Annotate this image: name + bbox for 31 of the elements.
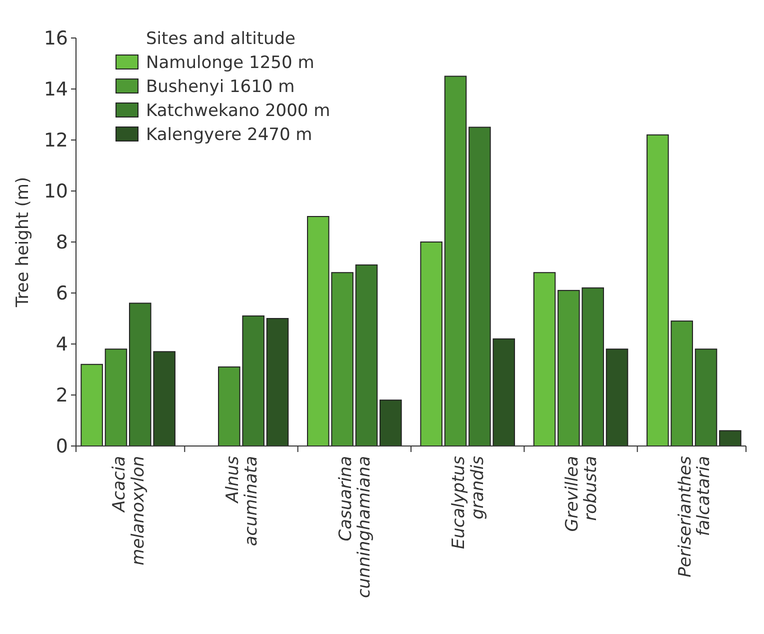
bar xyxy=(355,264,378,446)
legend-title: Sites and altitude xyxy=(146,28,296,49)
y-tick-label: 10 xyxy=(44,180,68,203)
y-tick-label: 6 xyxy=(56,282,68,305)
x-tick-label: Periserianthes falcataria xyxy=(676,456,714,578)
y-tick-label: 8 xyxy=(56,232,68,254)
x-tick-label: Alnus acuminata xyxy=(222,456,262,546)
legend-label: Kalengyere 2470 m xyxy=(146,124,312,145)
y-tick-label: 12 xyxy=(44,130,68,152)
bar xyxy=(80,364,103,446)
bar xyxy=(606,348,628,446)
bar xyxy=(533,272,556,446)
bar xyxy=(380,400,402,446)
bar xyxy=(694,348,718,446)
legend-label: Namulonge 1250 m xyxy=(146,52,314,73)
bar xyxy=(104,348,128,446)
y-tick-label: 0 xyxy=(56,436,68,458)
y-tick-label: 4 xyxy=(56,334,68,356)
y-axis-title: Tree height (m) xyxy=(13,176,33,308)
x-tick-label: Acacia melanoxylon xyxy=(110,456,148,566)
bar xyxy=(266,318,289,446)
x-tick-label: Grevillea robusta xyxy=(562,456,602,532)
legend-label: Katchwekano 2000 m xyxy=(146,100,330,121)
x-tick-label: Eucalyptus grandis xyxy=(449,456,488,550)
bar xyxy=(444,76,467,446)
y-tick-label: 14 xyxy=(44,78,68,101)
y-tick-label: 16 xyxy=(44,28,68,50)
legend-label: Bushenyi 1610 m xyxy=(146,76,295,97)
bar xyxy=(719,430,742,446)
bar xyxy=(420,242,442,446)
y-tick-label: 2 xyxy=(56,384,68,407)
